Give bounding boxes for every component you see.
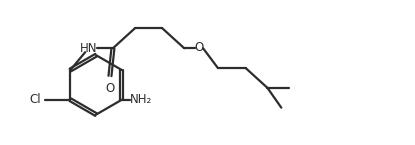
Text: NH₂: NH₂ bbox=[130, 93, 152, 106]
Text: O: O bbox=[105, 82, 115, 95]
Text: O: O bbox=[195, 41, 204, 54]
Text: HN: HN bbox=[79, 42, 97, 55]
Text: Cl: Cl bbox=[29, 93, 41, 106]
